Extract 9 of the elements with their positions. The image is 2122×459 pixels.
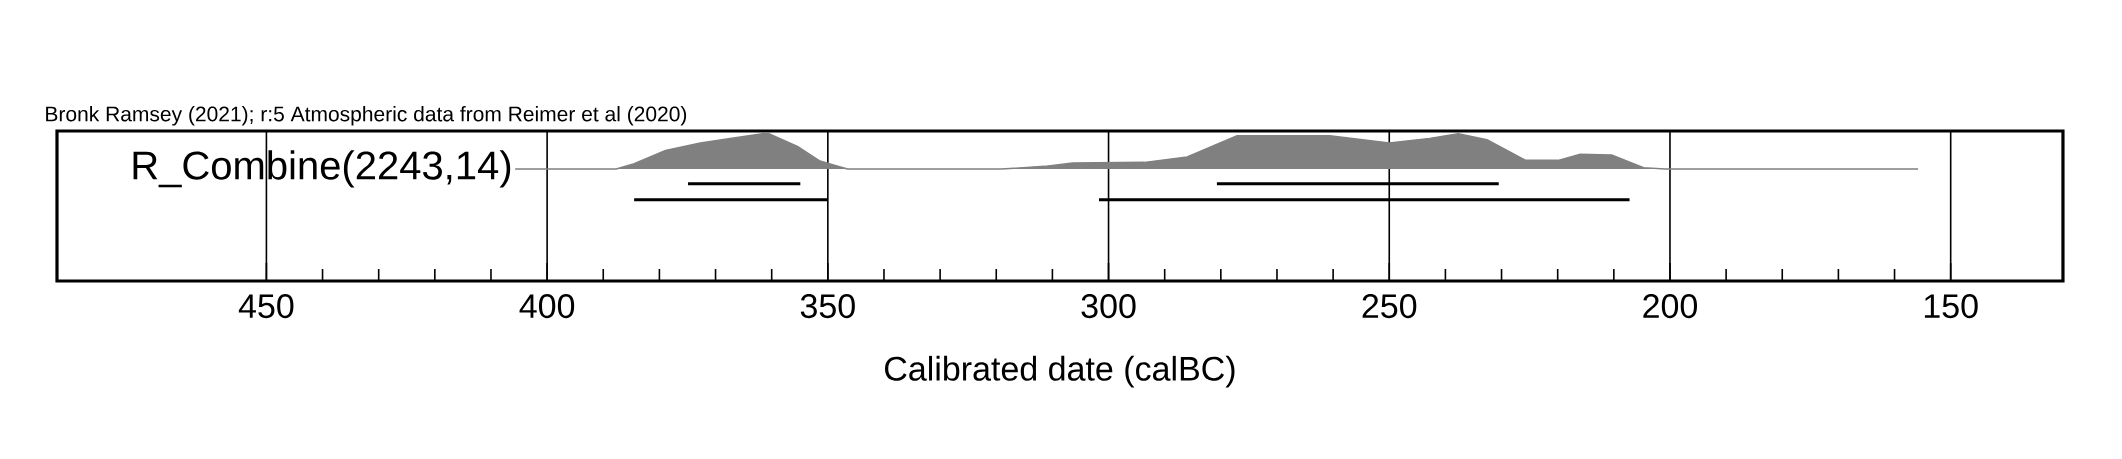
x-tick-label: 400 xyxy=(519,294,575,319)
x-tick-label: 150 xyxy=(1924,294,1978,319)
x-axis-title: Calibrated date (calBC) xyxy=(885,355,1235,388)
x-tick-label: 300 xyxy=(1081,294,1136,319)
x-tick-label: 450 xyxy=(238,294,294,319)
x-tick-label: 200 xyxy=(1643,294,1698,319)
text: Bronk Ramsey (2021); r:5 Atmospheric data from Reimer et al (2020) xyxy=(46,106,687,126)
x-tick-label: 250 xyxy=(1362,294,1417,319)
x-tick-label: 350 xyxy=(800,294,855,319)
